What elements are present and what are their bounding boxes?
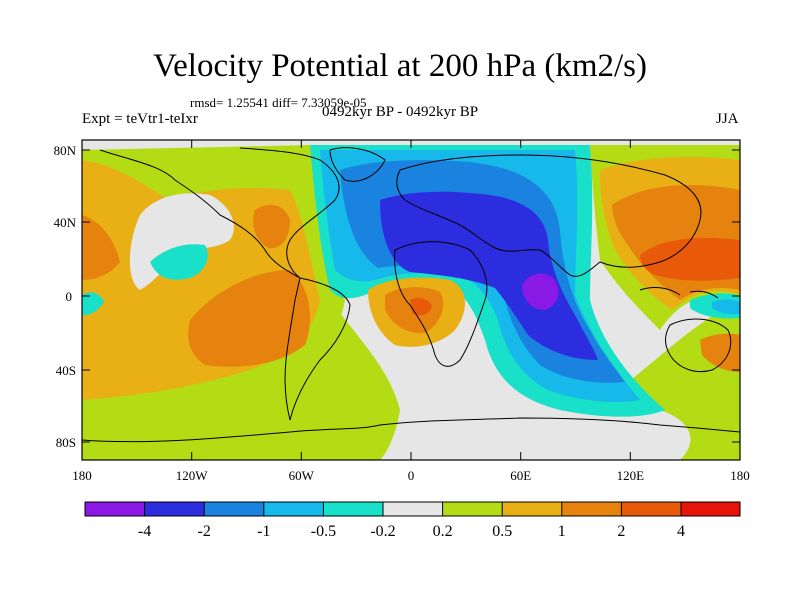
coastline-africa <box>394 241 488 367</box>
coastline-australia <box>665 318 732 373</box>
lon-tick-marks <box>81 140 741 460</box>
colorbar-label: -1 <box>257 523 270 540</box>
lat-tick-marks <box>82 149 740 443</box>
figure-title: Velocity Potential at 200 hPa (km2/s) <box>152 48 648 84</box>
lon-label-60w: 60W <box>289 468 315 483</box>
contour-region-neg4-central <box>522 273 559 310</box>
colorbar-label: -2 <box>198 523 211 540</box>
contour-region-2-east <box>640 237 740 281</box>
colorbar-swatch <box>383 502 443 516</box>
lat-label-40n: 40N <box>54 215 77 230</box>
contour-region-2-africa <box>410 298 432 316</box>
colorbar-swatch <box>85 502 145 516</box>
stats-label: rmsd= 1.25541 diff= 7.33059e-05 <box>190 95 367 110</box>
colorbar-label: -4 <box>138 523 151 540</box>
contour-region-1-northwest <box>82 215 120 280</box>
lat-label-0: 0 <box>66 289 73 304</box>
colorbar-swatch <box>681 502 740 516</box>
lon-label-120w: 120W <box>176 468 209 483</box>
colorbar-label: -0.2 <box>370 523 395 540</box>
lon-tick-labels: 180 120W 60W 0 60E 120E 180 <box>72 468 750 483</box>
colorbar-label: 4 <box>677 523 685 540</box>
lat-tick-labels: 80N 40N 0 40S 80S <box>54 143 77 450</box>
coastline-antarctica <box>82 417 740 443</box>
contour-region-1-australia <box>700 333 740 372</box>
lat-label-80n: 80N <box>54 143 77 158</box>
contour-region-neg0.2-west <box>150 244 208 280</box>
coastline-south-america <box>284 277 351 421</box>
lon-label-0: 0 <box>408 468 415 483</box>
colorbar-label: 0.2 <box>433 523 453 540</box>
colorbar-label: 0.5 <box>492 523 512 540</box>
coastline-greenland <box>329 147 386 182</box>
contour-region-1-northamerica <box>253 204 290 249</box>
colorbar-swatch <box>442 502 503 516</box>
coastline-eurasia <box>396 154 702 277</box>
lon-label-180e: 180 <box>730 468 750 483</box>
lat-label-40s: 40S <box>56 363 76 378</box>
colorbar-label: 1 <box>558 523 566 540</box>
coastline-indonesia <box>639 287 719 299</box>
lat-label-80s: 80S <box>56 435 76 450</box>
experiment-label: Expt = teVtr1-teIxr <box>82 111 198 127</box>
lon-label-120e: 120E <box>617 468 645 483</box>
contour-region-1-west <box>188 270 310 367</box>
season-label: JJA <box>716 111 739 127</box>
colorbar-swatch <box>621 502 681 516</box>
contour-region-neg0.2-pacific <box>82 292 104 316</box>
lon-label-180w: 180 <box>72 468 92 483</box>
lon-label-60e: 60E <box>510 468 531 483</box>
contour-region-neg2-central <box>380 191 598 360</box>
velocity-potential-field <box>82 140 740 460</box>
colorbar-label: -0.5 <box>311 523 336 540</box>
period-label: 0492kyr BP - 0492kyr BP <box>322 104 479 120</box>
colorbar-swatch <box>144 502 205 516</box>
colorbar-swatch <box>502 502 562 516</box>
colorbar-swatch <box>263 502 324 516</box>
colorbar-swatch <box>323 502 383 516</box>
coastlines <box>82 147 740 443</box>
contour-region-neg0.5-east <box>712 299 740 315</box>
colorbar-label: 2 <box>617 523 625 540</box>
colorbar-swatch <box>204 502 264 516</box>
colorbar-swatch <box>561 502 622 516</box>
colorbar: -4 -2 -1 -0.5 -0.2 0.2 0.5 1 2 4 <box>84 501 741 540</box>
